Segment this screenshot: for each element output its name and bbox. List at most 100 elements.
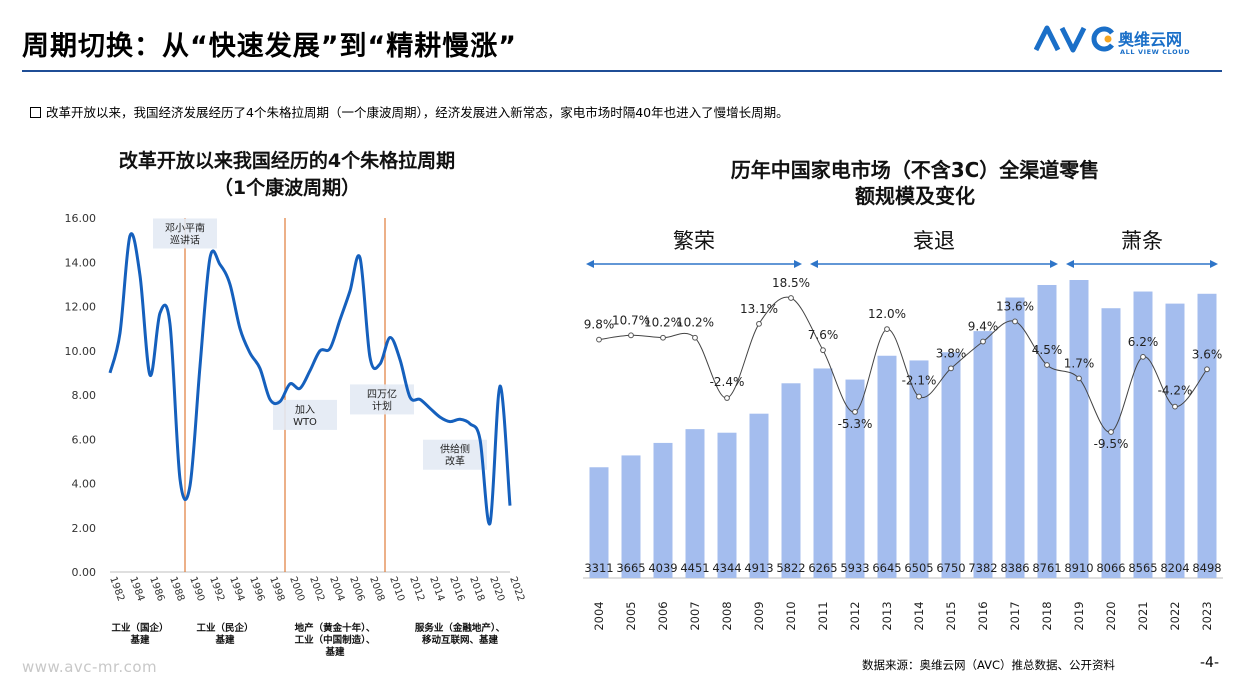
retail-bar: [973, 331, 993, 578]
page-number: -4-: [1200, 655, 1220, 671]
right-x-tick-label: 2004: [592, 601, 606, 630]
retail-bar: [781, 383, 801, 578]
header-divider: [22, 70, 1222, 72]
event-annotation: 供给侧改革: [423, 439, 487, 470]
left-chart-title: 改革开放以来我国经历的4个朱格拉周期: [118, 150, 456, 172]
phase-label: 衰退: [913, 229, 955, 253]
retail-value-label: 8565: [1128, 561, 1157, 575]
phase-arrow-left-icon: [586, 260, 594, 268]
growth-rate-label: -2.1%: [902, 374, 937, 388]
growth-rate-label: 13.6%: [996, 299, 1034, 313]
retail-bar: [1005, 297, 1025, 578]
phase-arrow-right-icon: [1050, 260, 1058, 268]
retail-value-label: 8066: [1096, 561, 1125, 575]
left-y-tick-label: 4.00: [72, 478, 97, 491]
event-annotation-box: [273, 399, 337, 430]
right-x-tick-label: 2014: [912, 601, 926, 630]
right-x-tick-label: 2008: [720, 601, 734, 630]
retail-value-label: 7382: [968, 561, 997, 575]
growth-rate-point: [1012, 318, 1018, 325]
left-y-tick-label: 6.00: [72, 433, 97, 446]
event-annotation: 加入 WTO: [273, 399, 337, 430]
left-y-tick-label: 12.00: [65, 301, 97, 314]
retail-value-label: 4451: [680, 561, 709, 575]
growth-rate-point: [916, 393, 922, 400]
retail-bar: [1101, 308, 1121, 578]
growth-rate-point: [724, 395, 730, 401]
right-x-tick-label: 2017: [1008, 601, 1022, 630]
retail-value-label: 6505: [904, 561, 933, 575]
left-y-tick-label: 2.00: [72, 522, 97, 535]
event-annotation-text: 邓小平南巡讲话: [165, 221, 205, 246]
growth-rate-point: [1172, 403, 1178, 410]
retail-value-label: 6265: [808, 561, 837, 575]
phase-span: 萧条: [1066, 229, 1218, 268]
left-y-tick-label: 16.00: [65, 212, 97, 225]
left-y-tick-label: 0.00: [72, 566, 97, 579]
retail-value-label: 3665: [616, 561, 645, 575]
growth-rate-point: [852, 409, 858, 415]
retail-bar: [717, 432, 737, 578]
growth-rate-label: 1.7%: [1064, 356, 1095, 370]
event-annotation-text: 加入 WTO: [293, 404, 317, 428]
bullet-square-icon: [30, 107, 41, 118]
growth-rate-point: [756, 320, 762, 327]
event-annotation: 邓小平南巡讲话: [153, 218, 217, 249]
intro-note: 改革开放以来，我国经济发展经历了4个朱格拉周期（一个康波周期），经济发展进入新常…: [30, 102, 789, 121]
phase-label: 繁荣: [673, 229, 715, 253]
growth-rate-label: 4.5%: [1032, 343, 1063, 357]
retail-bar: [845, 379, 865, 578]
right-x-tick-label: 2016: [976, 601, 990, 630]
phase-arrow-right-icon: [1210, 260, 1218, 268]
event-annotation-box: [153, 218, 217, 249]
retail-value-label: 5933: [840, 561, 869, 575]
retail-bar: [749, 413, 769, 578]
retail-bar: [1197, 293, 1217, 578]
right-x-tick-label: 2015: [944, 601, 958, 630]
retail-bar: [621, 455, 641, 578]
event-annotation: 四万亿计划: [350, 384, 414, 415]
growth-rate-point: [1108, 429, 1114, 435]
growth-rate-label: 9.4%: [968, 320, 999, 334]
right-chart-title: 历年中国家电市场（不含3C）全渠道零售: [730, 158, 1100, 182]
growth-rate-point: [660, 334, 666, 341]
data-source-note: 数据来源：奥维云网（AVC）推总数据、公开资料: [862, 658, 1116, 672]
growth-rate-point: [1204, 366, 1210, 373]
growth-rate-label: 10.7%: [612, 313, 650, 327]
event-annotation-box: [423, 439, 487, 470]
retail-bar: [1037, 284, 1057, 578]
right-x-tick-label: 2021: [1136, 601, 1150, 630]
growth-rate-label: -4.2%: [1158, 384, 1193, 398]
phase-arrow-right-icon: [794, 260, 802, 268]
growth-rate-point: [948, 365, 954, 372]
retail-value-label: 4344: [712, 561, 741, 575]
phase-span: 繁荣: [586, 229, 802, 268]
retail-value-label: 8761: [1032, 561, 1061, 575]
growth-rate-point: [628, 332, 634, 339]
retail-bar: [1069, 280, 1089, 578]
event-annotation-text: 四万亿计划: [367, 387, 397, 412]
right-x-tick-label: 2010: [784, 601, 798, 630]
growth-rate-point: [1044, 362, 1050, 368]
growth-rate-point: [788, 295, 794, 301]
right-chart-subtitle: 额规模及变化: [855, 184, 975, 208]
phase-span: 衰退: [810, 229, 1058, 268]
growth-rate-label: -9.5%: [1094, 437, 1129, 451]
growth-rate-point: [1076, 375, 1082, 382]
right-x-tick-label: 2018: [1040, 601, 1054, 630]
retail-value-label: 4913: [744, 561, 773, 575]
avc-logo-icon: [1034, 25, 1114, 53]
left-y-tick-label: 14.00: [65, 256, 97, 269]
right-x-tick-label: 2011: [816, 601, 830, 630]
growth-rate-point: [1140, 353, 1146, 360]
cycle-driver-label: 服务业（金融地产）、移动互联网、基建: [415, 622, 505, 646]
footer-website[interactable]: www.avc-mr.com: [22, 658, 158, 676]
intro-note-text: 改革开放以来，我国经济发展经历了4个朱格拉周期（一个康波周期），经济发展进入新常…: [46, 105, 789, 120]
growth-rate-label: 9.8%: [584, 318, 615, 332]
growth-rate-label: 12.0%: [868, 307, 906, 321]
right-x-tick-label: 2020: [1104, 601, 1118, 630]
retail-bar: [941, 352, 961, 578]
right-x-tick-label: 2006: [656, 601, 670, 630]
right-x-tick-label: 2022: [1168, 601, 1182, 630]
